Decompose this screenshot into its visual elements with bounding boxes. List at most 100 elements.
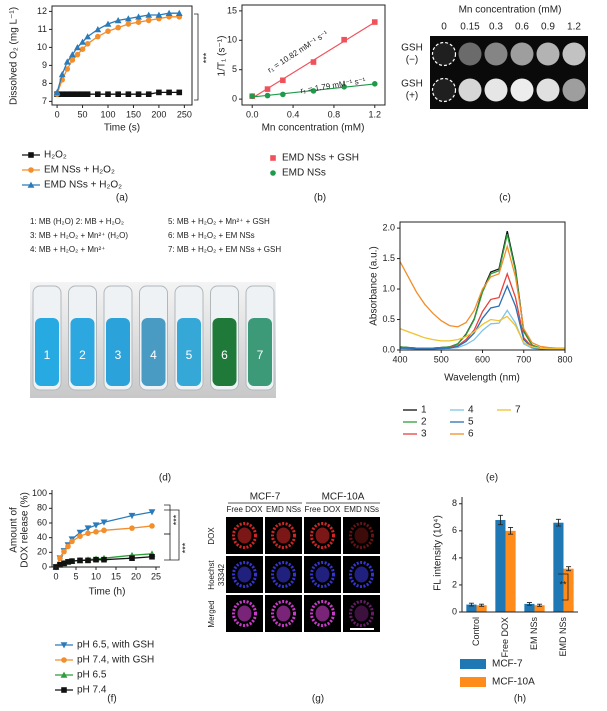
tube-liquid [141,318,166,386]
legend-label: 1 [421,405,427,416]
x-tick-label: 250 [177,109,192,119]
mri-well [562,78,586,102]
concentration-label: 0 [441,22,447,33]
data-point [175,9,183,16]
nucleus-core [315,566,330,583]
legend-marker [270,170,276,176]
annotation: *** [180,542,190,553]
tube-label: 2 [79,348,86,362]
error-bar [479,603,485,607]
legend-marker [270,155,276,161]
x-tick-label: 800 [557,354,572,364]
y-tick-label: 60 [37,517,47,527]
y-tick-label: 0.5 [382,314,395,324]
annotation: *** [201,52,211,63]
y-tick-label: 20 [37,547,47,557]
nucleus-core [237,566,252,583]
nucleus-core [354,566,369,583]
x-tick-label: 50 [78,109,88,119]
panel-label: (c) [499,193,511,204]
data-point [101,556,107,563]
mri-well [458,42,482,66]
x-tick-label: 10 [91,571,101,581]
data-point [94,26,102,33]
annotation: ** [559,579,567,589]
bar [563,568,574,612]
y-tick-label: 0 [232,93,237,103]
plot-frame [51,5,193,106]
bar [524,603,535,612]
nucleus-core [276,605,291,622]
legend-marker [28,152,34,158]
y-tick-label: 11 [38,24,47,34]
y-axis-title: Amount of [9,507,20,553]
data-point [124,15,132,22]
significance-bracket [164,533,171,560]
data-point [84,91,91,97]
concentration-label: 0.3 [489,22,503,33]
nucleus-core [276,566,291,583]
data-point [135,91,142,97]
row-label: Merged [207,600,216,627]
row-label: GSH [401,79,423,90]
legend-text: 7: MB + H₂O₂ + EM NSs + GSH [168,245,281,254]
y-axis-title: FL intensity (10⁴) [433,515,444,591]
mri-image [430,36,588,109]
y-tick-label: 9 [42,60,47,70]
data-point [104,20,112,27]
x-axis-title: Wavelength (nm) [444,373,520,384]
data-point [264,86,271,92]
image-title: Mn concentration (mM) [459,5,562,16]
legend-marker [28,167,34,173]
tube-label: 7 [257,348,264,362]
y-tick-label: 1.5 [382,253,395,263]
legend-label: pH 6.5 [77,670,107,681]
nucleus-core [237,605,252,622]
tube-label: 4 [150,348,157,362]
y-tick-label: 6 [452,525,457,535]
tube-liquid [70,318,95,386]
nucleus-core [315,605,330,622]
data-point [264,92,271,99]
significance-bracket [558,573,569,601]
data-point [115,91,121,97]
y-tick-label: 15 [227,5,237,15]
x-tick-label: 400 [392,354,407,364]
nucleus [271,600,296,627]
data-point [148,509,156,516]
column-label: Free DOX [304,505,341,514]
column-label: Free DOX [226,505,263,514]
y-tick-label: 40 [37,532,47,542]
legend-swatch [460,677,486,687]
series-line [56,12,180,93]
legend-label: 5 [468,417,474,428]
x-tick-label: EM NSs [529,617,539,651]
x-tick-label: Control [471,617,481,646]
mri-well [431,77,457,103]
legend-swatch [460,659,486,669]
cell-line-label: MCF-7 [250,492,281,503]
data-point [129,555,135,561]
significance-bracket [164,504,171,535]
nucleus-core [315,527,330,544]
nucleus [271,522,296,549]
tube-liquid [212,318,237,386]
x-tick-label: 1.2 [369,109,382,119]
data-point [77,557,83,564]
mri-well [510,42,534,66]
nucleus [349,600,374,627]
significance-bracket [194,13,199,101]
nucleus [310,561,335,588]
error-bar [526,602,532,606]
data-point [64,91,71,97]
mri-well [562,42,586,66]
data-point [176,89,183,96]
legend-label: pH 6.5, with GSH [77,640,154,651]
nucleus [271,561,296,588]
data-point [63,58,71,65]
data-point [310,88,317,94]
concentration-label: 0.6 [515,22,529,33]
x-axis-title: Mn concentration (mM) [262,123,365,134]
bar [505,530,516,612]
data-point [145,11,153,18]
